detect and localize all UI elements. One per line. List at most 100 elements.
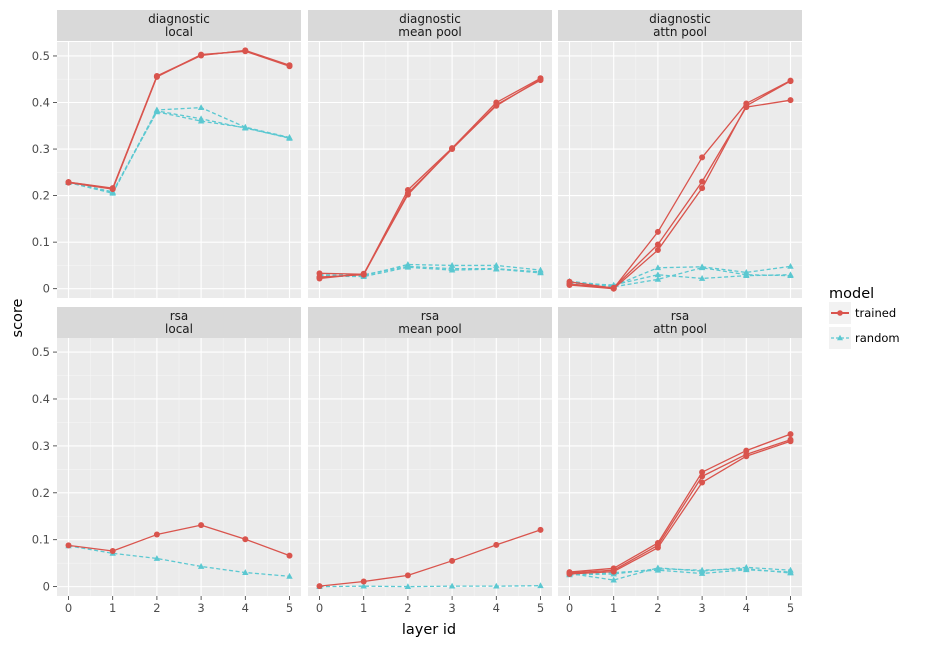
legend-title: model <box>829 286 874 302</box>
data-point-random <box>242 569 249 575</box>
data-point-trained <box>537 76 544 83</box>
data-point-trained <box>109 185 116 192</box>
x-tick-label: 2 <box>654 601 661 615</box>
strip-label: local <box>165 322 193 336</box>
data-point-trained <box>316 583 323 590</box>
data-point-trained <box>493 102 500 109</box>
series-line-random <box>569 267 791 288</box>
data-point-trained <box>537 526 544 533</box>
x-tick-label: 4 <box>493 601 500 615</box>
data-point-trained <box>699 469 706 476</box>
y-tick-label: 0.2 <box>32 486 50 500</box>
x-tick-label: 2 <box>153 601 160 615</box>
data-point-random <box>197 563 205 569</box>
x-tick-label: 5 <box>537 601 544 615</box>
data-point-trained <box>404 572 411 579</box>
data-point-trained <box>654 247 661 254</box>
x-tick-label: 2 <box>404 601 411 615</box>
data-point-trained <box>449 145 456 152</box>
legend-entry-trained: trained <box>829 302 896 324</box>
data-point-random <box>493 265 500 272</box>
series-line-trained <box>569 99 791 289</box>
data-point-trained <box>654 241 661 248</box>
x-tick-label: 1 <box>109 601 116 615</box>
strip-label: rsa <box>421 309 440 323</box>
data-point-trained <box>360 270 367 277</box>
series-line-trained <box>569 80 791 290</box>
data-point-random <box>153 555 161 561</box>
strip-label: attn pool <box>653 25 707 39</box>
data-point-random <box>286 134 293 141</box>
strip-background <box>57 307 301 338</box>
data-point-random <box>286 572 293 579</box>
data-point-trained <box>787 97 794 104</box>
data-point-trained <box>316 275 323 282</box>
x-axis-title: layer id <box>402 622 456 638</box>
series-trained <box>65 522 293 559</box>
series-trained <box>65 47 293 192</box>
data-point-random <box>448 262 456 268</box>
data-point-trained <box>449 557 456 564</box>
data-point-trained <box>787 438 794 445</box>
x-tick-label: 4 <box>242 601 249 615</box>
series-trained <box>316 76 544 282</box>
data-point-trained <box>743 102 750 109</box>
data-point-trained <box>699 473 706 480</box>
data-point-trained <box>242 536 249 543</box>
data-point-random <box>654 264 662 271</box>
data-point-trained <box>286 552 293 559</box>
data-point-random <box>537 582 544 589</box>
x-tick-label: 4 <box>743 601 750 615</box>
data-point-trained <box>153 73 160 80</box>
data-point-trained <box>198 52 205 59</box>
data-point-trained <box>699 154 706 161</box>
data-point-trained <box>699 178 706 185</box>
y-tick-label: 0.5 <box>32 345 50 359</box>
y-tick-label: 0.3 <box>32 439 50 453</box>
y-tick-label: 0.1 <box>32 533 50 547</box>
series-line-random <box>319 266 541 278</box>
y-tick-label: 0 <box>43 580 50 594</box>
legend: model trained random <box>829 286 900 349</box>
strip-background <box>57 10 301 41</box>
strip-background <box>558 307 802 338</box>
data-point-trained <box>654 544 661 551</box>
y-tick-label: 0.4 <box>32 96 50 110</box>
strip-label: rsa <box>170 309 189 323</box>
series-trained <box>316 526 544 590</box>
data-point-trained <box>654 228 661 235</box>
data-point-random <box>698 275 706 281</box>
x-tick-label: 5 <box>286 601 293 615</box>
strip-background <box>308 307 552 338</box>
data-point-random <box>698 570 706 576</box>
data-point-random <box>537 269 544 276</box>
data-point-trained <box>610 568 617 575</box>
data-point-random <box>153 108 161 115</box>
data-point-trained <box>360 578 367 585</box>
legend-key-marker <box>837 310 843 316</box>
x-tick-label: 0 <box>65 601 72 615</box>
x-tick-label: 1 <box>610 601 617 615</box>
data-point-trained <box>109 547 116 554</box>
series-line-random <box>319 585 541 588</box>
x-tick-label: 3 <box>448 601 455 615</box>
y-tick-label: 0.5 <box>32 49 50 63</box>
x-tick-label: 0 <box>316 601 323 615</box>
data-point-trained <box>242 47 249 54</box>
strip-label: rsa <box>671 309 690 323</box>
series-line-trained <box>68 49 290 190</box>
data-point-trained <box>286 62 293 69</box>
data-point-trained <box>699 479 706 486</box>
strip-label: mean pool <box>398 25 461 39</box>
data-point-trained <box>493 541 500 548</box>
data-point-trained <box>743 453 750 460</box>
series-line-random <box>569 265 791 287</box>
x-tick-label: 3 <box>698 601 705 615</box>
series-line-random <box>68 545 290 577</box>
data-point-trained <box>153 531 160 538</box>
data-point-trained <box>65 542 72 549</box>
